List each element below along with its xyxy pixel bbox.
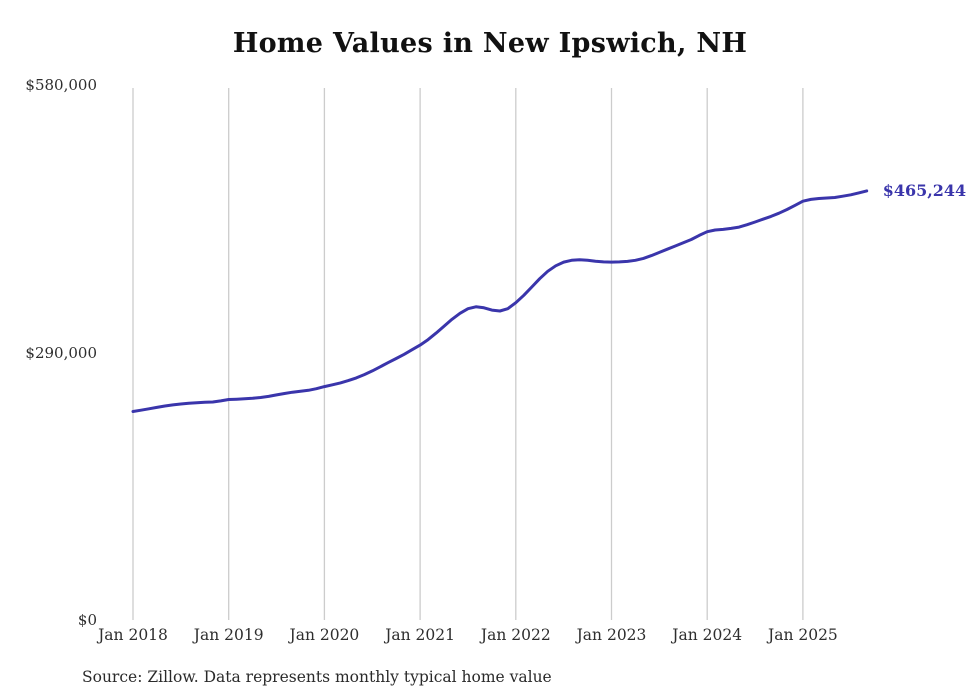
x-tick-label: Jan 2025 (767, 626, 838, 644)
x-tick-label: Jan 2021 (385, 626, 455, 644)
end-value-label: $465,244 (882, 180, 967, 200)
x-tick-label: Jan 2023 (576, 626, 647, 644)
y-tick-label: $290,000 (25, 344, 97, 362)
x-tick-label: Jan 2024 (672, 626, 743, 644)
y-tick-label: $0 (77, 611, 97, 629)
x-tick-label: Jan 2022 (480, 626, 551, 644)
source-note: Source: Zillow. Data represents monthly … (82, 668, 552, 686)
y-tick-label: $580,000 (25, 76, 97, 94)
chart-title: Home Values in New Ipswich, NH (232, 28, 748, 59)
series-line (131, 189, 869, 413)
x-tick-label: Jan 2020 (289, 626, 360, 644)
x-tick-label: Jan 2019 (193, 626, 264, 644)
x-tick-label: Jan 2018 (98, 626, 168, 644)
